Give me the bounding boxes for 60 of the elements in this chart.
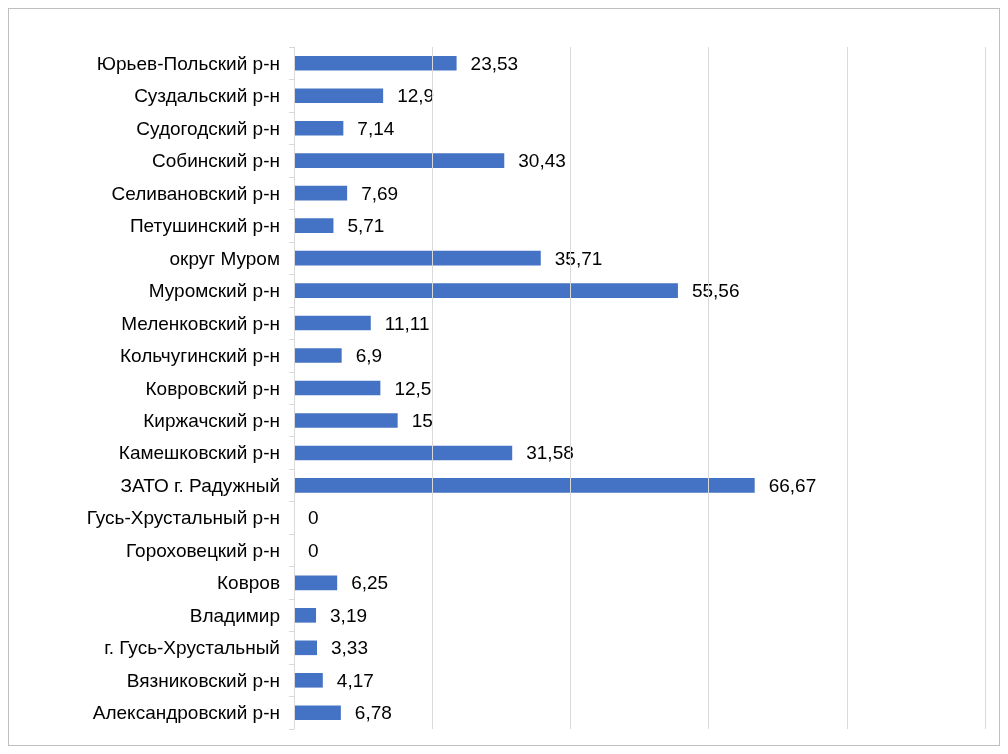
bar [294, 348, 342, 363]
bar [294, 380, 381, 396]
y-tick-label: Меленковский р-н [121, 312, 280, 334]
bar [294, 88, 384, 104]
bar [294, 218, 334, 233]
data-label: 31,58 [526, 442, 574, 464]
y-tick-label: Петушинский р-н [129, 215, 280, 237]
y-tick-label: округ Муром [169, 247, 280, 269]
y-tick-label: Муромский р-н [148, 280, 280, 302]
bar [294, 185, 348, 201]
y-tick-label: ЗАТО г. Радужный [120, 474, 280, 496]
bar [294, 413, 398, 428]
data-label: 11,11 [384, 312, 430, 334]
data-label: 3,33 [331, 637, 368, 659]
bar [294, 575, 338, 591]
data-label: 66,67 [768, 474, 817, 496]
y-tick-label: Александровский р-н [92, 702, 280, 724]
y-tick-label: Киржачский р-н [143, 409, 280, 431]
bar [294, 315, 371, 331]
y-tick-label: Ковров [217, 572, 280, 594]
bar [294, 640, 318, 656]
data-label: 15 [411, 409, 433, 431]
data-label: 12,5 [394, 377, 432, 399]
y-tick-label: Селивановский р-н [111, 182, 280, 204]
y-tick-label: Ковровский р-н [145, 377, 280, 399]
data-label: 30,43 [518, 150, 566, 172]
y-tick-label: Юрьев-Польский р-н [96, 52, 280, 74]
data-label: 0 [308, 539, 319, 561]
data-label: 6,78 [354, 702, 392, 724]
data-label: 6,25 [351, 572, 389, 594]
data-label: 5,71 [347, 215, 385, 237]
y-tick-label: Владимир [189, 604, 280, 626]
y-tick-label: Собинский р-н [152, 150, 280, 172]
bar [294, 250, 541, 266]
bar [294, 705, 341, 721]
y-tick-label: Вязниковский р-н [126, 669, 280, 691]
data-label: 3,19 [330, 604, 368, 626]
bar [294, 445, 513, 461]
bar [294, 478, 755, 493]
data-label: 7,14 [357, 117, 395, 139]
data-label: 35,71 [554, 247, 603, 269]
data-label: 55,56 [691, 280, 740, 302]
data-label: 23,53 [470, 52, 519, 74]
bar [294, 55, 457, 71]
y-tick-label: г. Гусь-Хрустальный [104, 637, 280, 659]
bar [294, 608, 317, 623]
y-tick-label: Суздальский р-н [134, 85, 280, 107]
bar [294, 283, 678, 298]
data-label: 4,17 [336, 669, 374, 691]
bar [294, 153, 505, 168]
y-tick-label: Судогодский р-н [136, 117, 280, 139]
data-label: 7,69 [361, 182, 399, 204]
y-tick-label: Гусь-Хрустальный р-н [86, 507, 280, 529]
data-label: 6,9 [355, 345, 383, 367]
data-label: 0 [308, 507, 319, 529]
bar [294, 672, 323, 688]
y-tick-label: Гороховецкий р-н [126, 539, 280, 561]
y-tick-label: Камешковский р-н [118, 442, 280, 464]
bar [294, 120, 344, 136]
y-tick-label: Кольчугинский р-н [119, 345, 280, 367]
